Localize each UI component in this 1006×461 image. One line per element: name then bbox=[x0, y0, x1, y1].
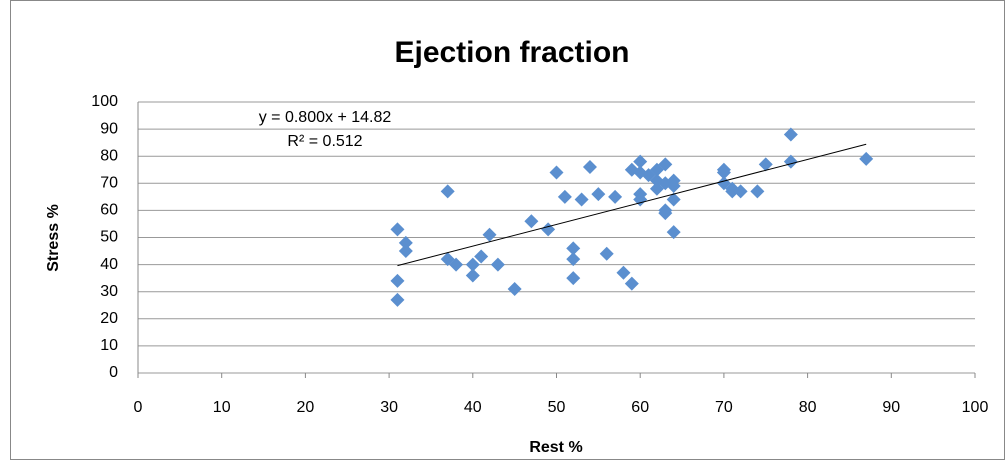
point bbox=[658, 157, 673, 172]
x-tick-label: 70 bbox=[715, 399, 733, 416]
point bbox=[859, 151, 874, 166]
point bbox=[482, 227, 497, 242]
point bbox=[658, 206, 673, 221]
point bbox=[733, 184, 748, 199]
y-axis-title: Stress % bbox=[45, 204, 62, 272]
point bbox=[557, 189, 572, 204]
trendline-r2: R² = 0.512 bbox=[287, 133, 362, 150]
x-tick-label: 10 bbox=[213, 399, 231, 416]
point bbox=[390, 273, 405, 288]
y-tick-label: 60 bbox=[100, 202, 118, 219]
point bbox=[566, 271, 581, 286]
x-tick-label: 0 bbox=[134, 399, 143, 416]
chart-frame bbox=[10, 0, 1005, 460]
point bbox=[633, 192, 648, 207]
point bbox=[666, 225, 681, 240]
point bbox=[750, 184, 765, 199]
y-tick-label: 70 bbox=[100, 175, 118, 192]
point bbox=[599, 246, 614, 261]
x-tick-label: 80 bbox=[799, 399, 817, 416]
trendline bbox=[397, 143, 867, 267]
y-tick-label: 100 bbox=[91, 93, 118, 110]
x-tick-label: 100 bbox=[962, 399, 989, 416]
point bbox=[574, 192, 589, 207]
point bbox=[666, 192, 681, 207]
point bbox=[633, 154, 648, 169]
x-tick-label: 30 bbox=[380, 399, 398, 416]
point bbox=[507, 281, 522, 296]
y-tick-label: 30 bbox=[100, 283, 118, 300]
chart-title: Ejection fraction bbox=[394, 36, 629, 69]
point bbox=[449, 257, 464, 272]
point bbox=[398, 235, 413, 250]
y-tick-label: 0 bbox=[109, 364, 118, 381]
x-tick-label: 40 bbox=[464, 399, 482, 416]
point bbox=[524, 214, 539, 229]
point bbox=[758, 157, 773, 172]
point bbox=[666, 179, 681, 194]
point bbox=[582, 160, 597, 175]
x-tick-label: 20 bbox=[297, 399, 315, 416]
x-axis-title: Rest % bbox=[529, 439, 582, 456]
point bbox=[490, 257, 505, 272]
point bbox=[390, 292, 405, 307]
point bbox=[465, 268, 480, 283]
point bbox=[616, 265, 631, 280]
y-tick-label: 40 bbox=[100, 256, 118, 273]
point bbox=[716, 165, 731, 180]
point bbox=[725, 184, 740, 199]
point bbox=[566, 241, 581, 256]
y-tick-label: 20 bbox=[100, 310, 118, 327]
x-tick-label: 60 bbox=[631, 399, 649, 416]
point bbox=[783, 127, 798, 142]
y-tick-label: 90 bbox=[100, 120, 118, 137]
point bbox=[566, 252, 581, 267]
trendline-equation: y = 0.800x + 14.82 bbox=[259, 109, 392, 126]
point bbox=[591, 187, 606, 202]
x-tick-label: 90 bbox=[882, 399, 900, 416]
point bbox=[608, 189, 623, 204]
point bbox=[549, 165, 564, 180]
x-tick-label: 50 bbox=[548, 399, 566, 416]
point bbox=[465, 257, 480, 272]
point bbox=[624, 276, 639, 291]
y-tick-label: 80 bbox=[100, 147, 118, 164]
point bbox=[440, 184, 455, 199]
point bbox=[474, 249, 489, 264]
y-tick-label: 10 bbox=[100, 337, 118, 354]
point bbox=[390, 222, 405, 237]
point bbox=[398, 244, 413, 259]
y-tick-label: 50 bbox=[100, 229, 118, 246]
